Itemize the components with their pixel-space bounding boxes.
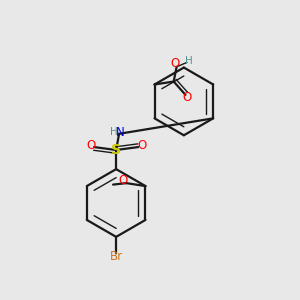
Text: H: H <box>185 56 193 66</box>
Text: Br: Br <box>110 250 123 263</box>
Text: O: O <box>170 57 180 70</box>
Text: O: O <box>86 139 95 152</box>
Text: O: O <box>182 91 192 104</box>
Text: O: O <box>118 174 128 187</box>
Text: H: H <box>110 127 118 137</box>
Text: O: O <box>137 139 146 152</box>
Text: N: N <box>116 126 125 139</box>
Text: S: S <box>111 143 121 157</box>
